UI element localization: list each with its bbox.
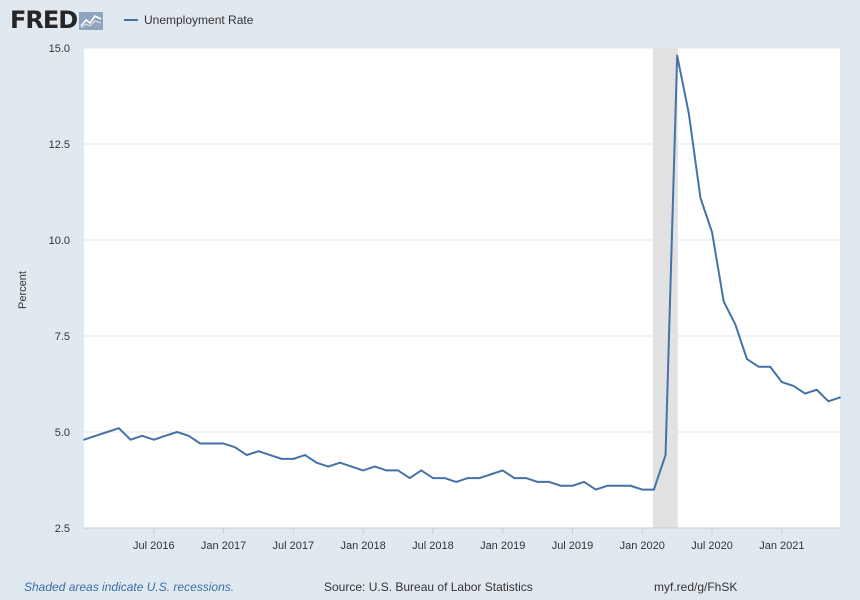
x-tick-label: Jul 2020 (691, 540, 733, 552)
data-point (827, 400, 830, 403)
data-point (594, 488, 597, 491)
data-point (222, 442, 225, 445)
data-point (571, 484, 574, 487)
y-axis-title: Percent (17, 271, 29, 309)
y-tick-label: 2.5 (55, 523, 70, 535)
data-point (199, 442, 202, 445)
data-point (699, 196, 702, 199)
data-point (397, 469, 399, 472)
data-point (152, 438, 155, 441)
data-point (362, 469, 365, 472)
data-point (559, 484, 562, 487)
data-point (466, 477, 469, 479)
data-point (746, 358, 748, 360)
data-point (280, 457, 283, 460)
data-point (176, 431, 178, 433)
data-point (129, 438, 132, 441)
data-point (455, 481, 458, 483)
data-point (815, 388, 818, 391)
x-tick-label: Jul 2019 (552, 540, 594, 552)
data-point (839, 396, 841, 399)
x-tick-label: Jan 2020 (620, 540, 665, 552)
data-point (106, 431, 109, 433)
x-axis-ticks: Jul 2016 Jan 2017 Jul 2017 Jan 2018 Jul 2018… (84, 527, 840, 552)
chart-header: FRED Unemployment Rate (0, 0, 860, 40)
data-point (641, 488, 644, 491)
data-point (269, 454, 271, 456)
data-point (653, 488, 655, 491)
data-point (711, 231, 713, 234)
y-tick-label: 7.5 (55, 331, 70, 343)
data-point (478, 477, 481, 479)
y-tick-label: 10.0 (49, 235, 70, 247)
x-tick-label: Jan 2019 (480, 540, 525, 552)
data-point (141, 434, 144, 437)
data-point (432, 477, 434, 479)
data-point (606, 484, 609, 487)
data-point (327, 465, 330, 468)
y-tick-label: 15.0 (49, 43, 70, 55)
data-point (769, 365, 772, 368)
data-point (804, 392, 807, 395)
source-label: Source: U.S. Bureau of Labor Statistics (324, 580, 533, 594)
data-point (501, 469, 504, 472)
data-point (292, 457, 295, 460)
x-tick-label: Jan 2017 (201, 540, 246, 552)
data-point (187, 434, 190, 437)
fred-logo[interactable]: FRED (10, 6, 104, 34)
legend-label: Unemployment Rate (144, 13, 254, 27)
data-point (420, 469, 423, 472)
data-point (757, 365, 760, 368)
plot-background (84, 48, 840, 528)
recession-note: Shaded areas indicate U.S. recessions. (24, 580, 235, 594)
data-point (780, 381, 783, 383)
data-point (536, 481, 539, 483)
data-point (234, 446, 237, 449)
data-point (734, 323, 737, 326)
x-tick-label: Jan 2021 (759, 540, 804, 552)
y-axis-ticks: 15.0 12.5 10.0 7.5 5.0 2.5 (49, 43, 70, 535)
y-tick-label: 12.5 (49, 139, 70, 151)
data-point (664, 454, 667, 456)
data-point (583, 481, 586, 483)
short-url-link[interactable]: myf.red/g/FhSK (654, 580, 738, 594)
x-tick-label: Jul 2017 (273, 540, 315, 552)
data-point (373, 465, 376, 468)
x-tick-label: Jul 2016 (133, 540, 175, 552)
data-point (443, 477, 446, 479)
series-layer (83, 54, 841, 491)
data-point (338, 461, 341, 464)
data-point (211, 442, 213, 445)
data-point (408, 477, 411, 479)
data-point (618, 484, 620, 487)
series-line[interactable] (83, 54, 841, 491)
legend-swatch (124, 19, 138, 21)
data-point (513, 477, 516, 479)
unemployment-chart[interactable]: 15.012.510.07.55.02.5 Jul 2016 Jan 2017 Ju… (0, 0, 860, 570)
data-point (245, 454, 248, 456)
data-point (257, 450, 260, 453)
data-point (676, 54, 679, 57)
data-point (490, 473, 492, 476)
data-point (304, 454, 306, 456)
line-graph-icon (79, 12, 104, 30)
data-point (687, 112, 690, 115)
x-tick-label: Jul 2018 (412, 540, 454, 552)
data-point (83, 438, 85, 441)
data-point (525, 477, 527, 479)
data-point (94, 434, 97, 437)
y-tick-label: 5.0 (55, 427, 70, 439)
data-point (164, 434, 167, 437)
chart-legend[interactable]: Unemployment Rate (124, 12, 253, 28)
data-point (350, 465, 353, 468)
x-tick-label: Jan 2018 (341, 540, 386, 552)
data-point (629, 484, 632, 487)
data-point (117, 427, 120, 430)
data-point (385, 469, 388, 472)
data-point (315, 461, 318, 464)
data-point (548, 481, 551, 483)
data-point (792, 385, 795, 387)
fred-logo-text: FRED (10, 6, 78, 34)
data-point (722, 300, 725, 303)
